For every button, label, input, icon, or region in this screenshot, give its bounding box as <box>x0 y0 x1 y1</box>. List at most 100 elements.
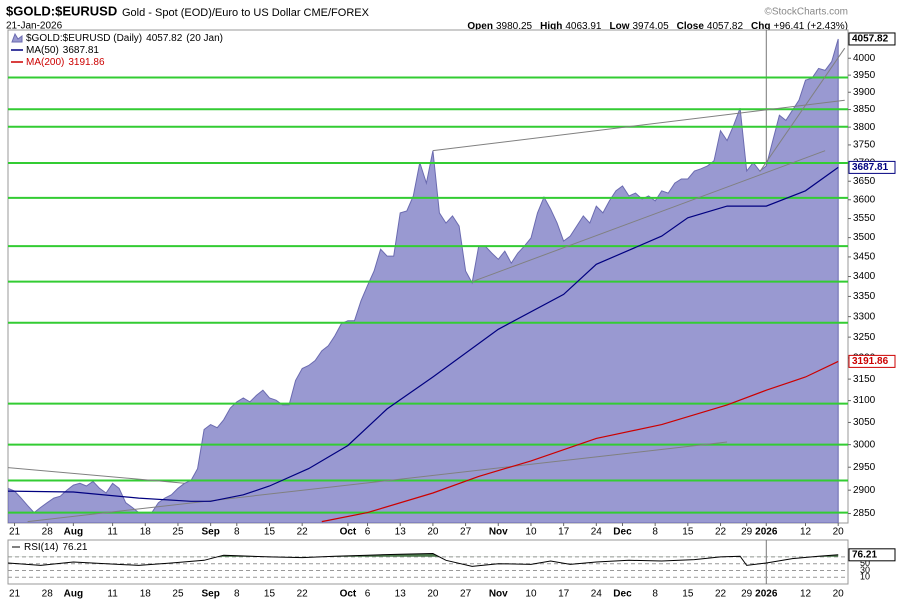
trend-line <box>8 467 185 484</box>
legend-name: MA(50) <box>26 45 59 56</box>
y-tick-label: 3950 <box>853 70 876 81</box>
legend-swatch <box>11 32 23 43</box>
x-tick-label: Oct <box>340 589 357 600</box>
x-tick-label: 20 <box>833 589 845 600</box>
y-tick-label: 3000 <box>853 439 876 450</box>
y-tick-label: 3350 <box>853 291 876 302</box>
x-tick-label: 8 <box>234 589 240 600</box>
x-tick-label: Nov <box>489 527 508 538</box>
rsi-name: RSI(14) <box>24 542 58 553</box>
x-tick-label: 12 <box>800 589 812 600</box>
stat-value: 4057.82 <box>707 21 744 32</box>
stats: Open 3980.25 High 4063.91 Low 3974.05 Close 405… <box>467 21 848 32</box>
chart-subtitle: Gold - Spot (EOD)/Euro to US Dollar CME/… <box>122 7 370 19</box>
y-tick-label: 4000 <box>853 53 876 64</box>
trend-line <box>759 47 846 172</box>
x-tick-label: 22 <box>715 527 727 538</box>
x-tick-label: 29 <box>741 589 753 600</box>
x-tick-label: Dec <box>613 589 632 600</box>
stat-value: 4063.91 <box>565 21 602 32</box>
legend-name: $GOLD:$EURUSD (Daily) <box>26 33 142 44</box>
x-tick-label: 20 <box>833 527 845 538</box>
y-tick-label: 3850 <box>853 104 876 115</box>
y-tick-label: 3100 <box>853 395 876 406</box>
x-tick-label: 13 <box>395 589 407 600</box>
x-tick-label: 21 <box>9 589 21 600</box>
value-box <box>848 548 896 562</box>
y-tick-label: 3600 <box>853 194 876 205</box>
rsi-tick-label: 50 <box>860 558 870 568</box>
y-tick-label: 3550 <box>853 213 876 224</box>
x-tick-label: 28 <box>42 527 54 538</box>
x-tick-label: 27 <box>460 589 472 600</box>
legend-label: MA(50) 3687.81 <box>26 45 99 56</box>
y-tick-label: 2900 <box>853 485 876 496</box>
credit: ©StockCharts.com <box>764 7 848 18</box>
stat-label: Close <box>677 21 705 32</box>
x-tick-label: 11 <box>107 527 118 538</box>
x-tick-label: 29 <box>741 527 753 538</box>
y-tick-label: 3900 <box>853 87 876 98</box>
value-box-label: 4057.82 <box>852 34 889 45</box>
stat-label: Open <box>467 21 493 32</box>
legend-suffix: (20 Jan) <box>186 33 223 44</box>
x-tick-label: 27 <box>460 527 472 538</box>
rsi-value: 76.21 <box>62 542 87 553</box>
trend-line <box>27 441 728 523</box>
x-tick-label: 22 <box>297 589 309 600</box>
legend-label: $GOLD:$EURUSD (Daily) 4057.82 (20 Jan) <box>26 33 223 44</box>
y-tick-label: 2850 <box>853 508 876 519</box>
rsi-fill <box>8 553 839 557</box>
value-box-label: 3687.81 <box>852 162 889 173</box>
legend-value: 3191.86 <box>68 57 105 68</box>
rsi-line <box>8 552 839 567</box>
x-tick-label: 2026 <box>755 589 778 600</box>
legend-name: MA(200) <box>26 57 64 68</box>
x-tick-label: 22 <box>715 589 727 600</box>
x-tick-label: 22 <box>297 527 309 538</box>
stat-value: 3974.05 <box>633 21 670 32</box>
x-tick-label: 25 <box>172 527 184 538</box>
trend-line <box>432 99 845 152</box>
x-tick-label: 20 <box>427 527 439 538</box>
chart-title: $GOLD:$EURUSD <box>6 3 117 18</box>
x-tick-label: 15 <box>682 589 694 600</box>
x-tick-label: 18 <box>140 589 152 600</box>
x-tick-label: 8 <box>652 527 658 538</box>
x-tick-label: 17 <box>558 527 570 538</box>
x-tick-label: Aug <box>64 589 83 600</box>
value-box-label: 3191.86 <box>852 356 889 367</box>
x-tick-label: 25 <box>172 589 184 600</box>
legend-value: 4057.82 <box>146 33 183 44</box>
x-tick-label: 17 <box>558 589 570 600</box>
y-tick-label: 3650 <box>853 176 876 187</box>
x-tick-label: 13 <box>395 527 407 538</box>
stat-value: 3980.25 <box>496 21 533 32</box>
x-tick-label: 15 <box>264 589 276 600</box>
rsi-frame <box>7 539 849 585</box>
x-tick-label: 24 <box>591 527 603 538</box>
x-tick-label: 6 <box>365 589 371 600</box>
rsi-area <box>8 540 848 584</box>
y-tick-label: 3500 <box>853 232 876 243</box>
value-box <box>848 354 896 368</box>
y-tick-label: 3050 <box>853 417 876 428</box>
x-tick-label: 15 <box>682 527 694 538</box>
y-tick-label: 3800 <box>853 122 876 133</box>
stat-value: +96.41 (+2.43%) <box>774 21 849 32</box>
x-tick-label: 24 <box>591 589 603 600</box>
stat-label: Chg <box>751 21 770 32</box>
ma-line <box>321 360 839 523</box>
x-tick-label: 20 <box>427 589 439 600</box>
x-tick-label: 28 <box>42 589 54 600</box>
x-tick-label: Aug <box>64 527 83 538</box>
y-tick-label: 3450 <box>853 252 876 263</box>
x-tick-label: Sep <box>201 589 219 600</box>
plot-area <box>8 30 848 523</box>
y-tick-label: 3150 <box>853 374 876 385</box>
y-tick-label: 3400 <box>853 271 876 282</box>
trend-line <box>471 150 826 283</box>
legend: $GOLD:$EURUSD (Daily) 4057.82 (20 Jan) MA(5… <box>11 33 223 68</box>
chart-date: 21-Jan-2026 <box>6 21 63 32</box>
